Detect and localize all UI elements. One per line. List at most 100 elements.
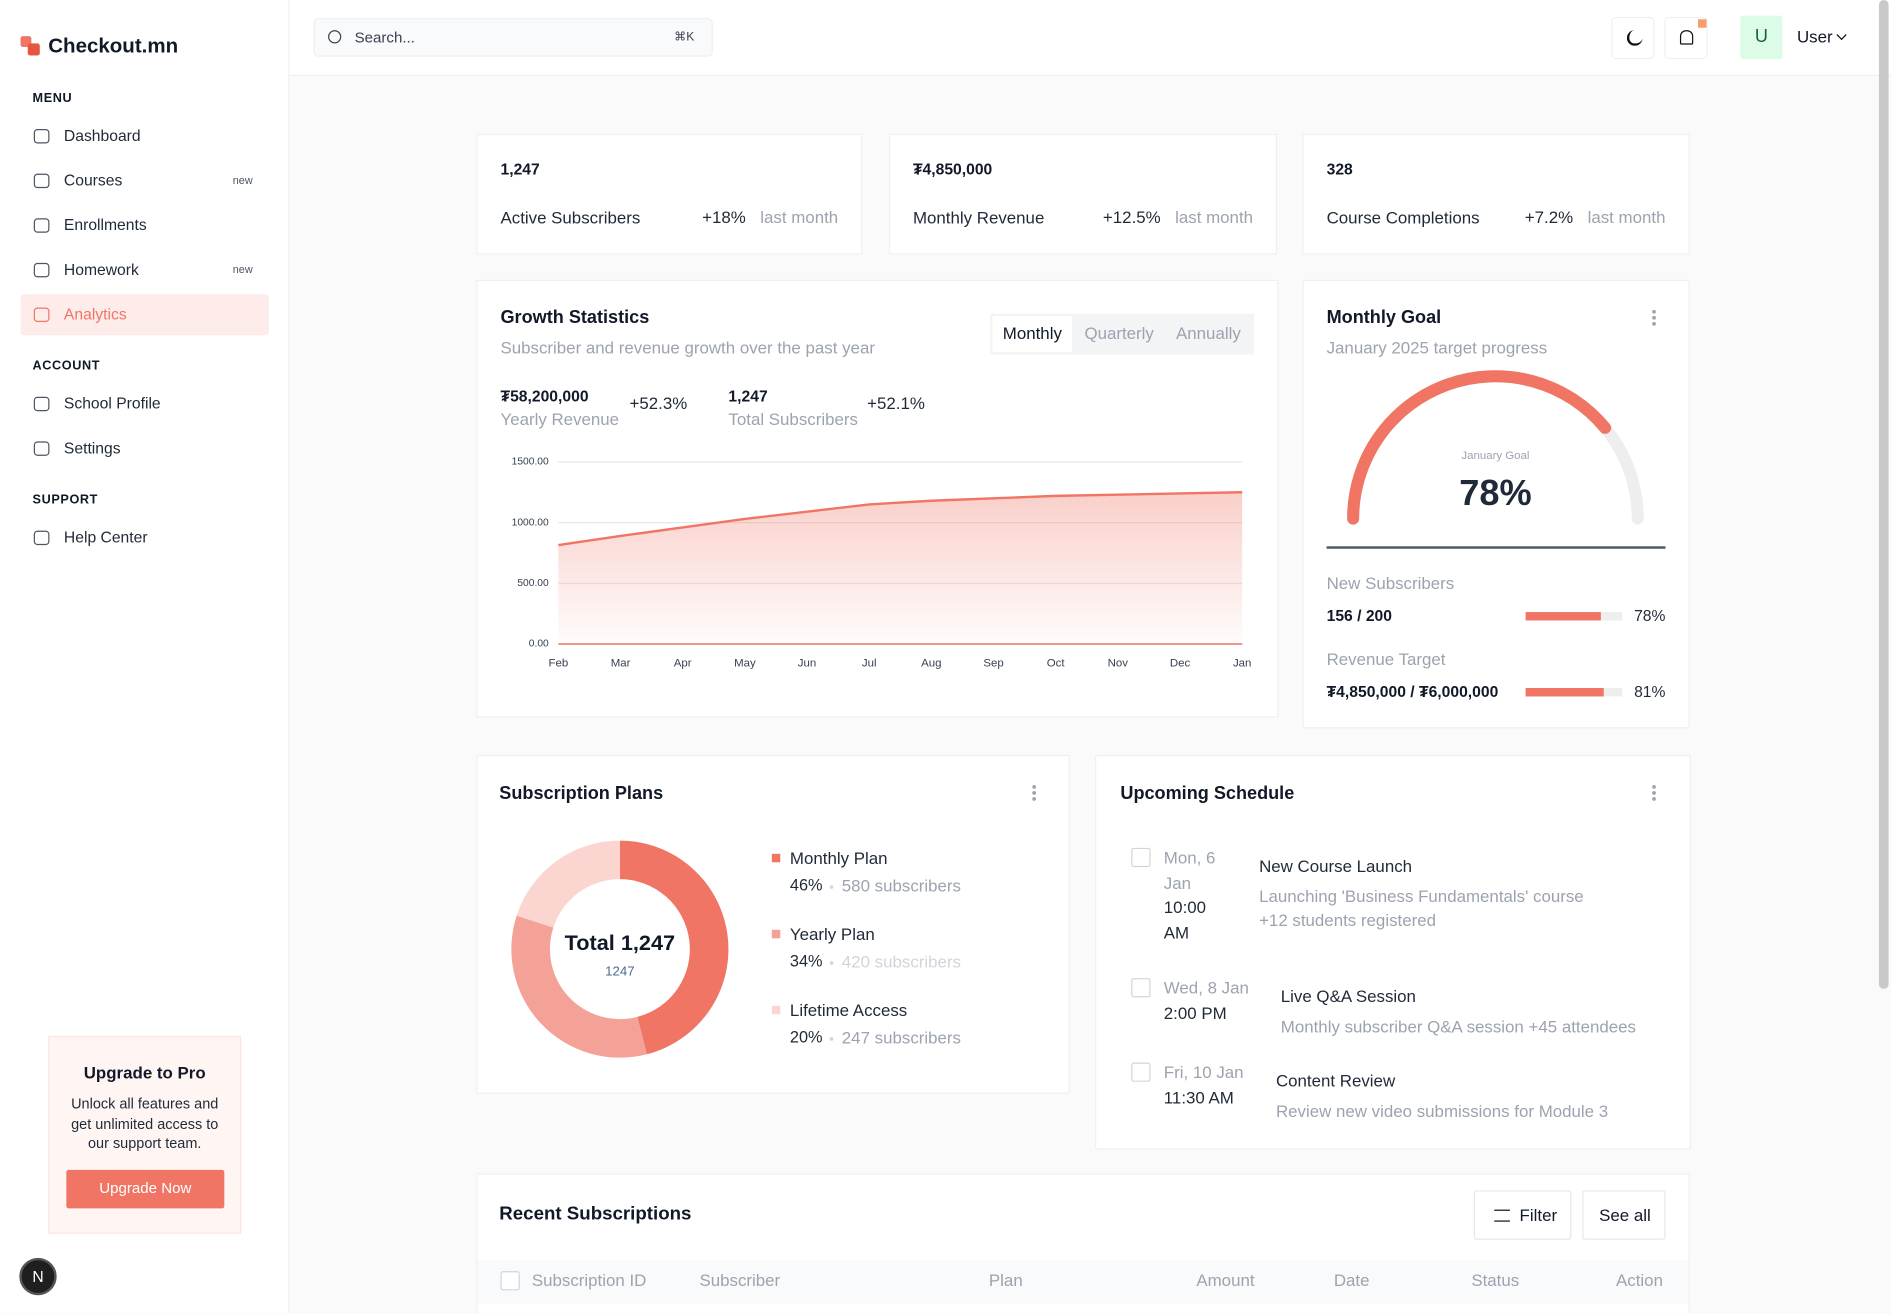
menu-dot[interactable] (1652, 309, 1656, 313)
section-title: ACCOUNT (32, 358, 101, 374)
growth-title: Growth Statistics (500, 307, 650, 328)
legend-detail: 580 subscribers (841, 875, 961, 896)
search-box[interactable]: Search... ⌘K (313, 18, 713, 57)
user-name[interactable]: User (1796, 26, 1833, 47)
menu-dot[interactable] (1652, 315, 1656, 319)
schedule-time: 11:30 AM (1163, 1087, 1234, 1107)
summary-value: 1,247 (728, 386, 768, 406)
schedule-description: Launching 'Business Fundamentals' course… (1259, 886, 1584, 930)
header-checkbox[interactable] (500, 1271, 520, 1291)
schedule-event[interactable]: New Course Launch (1259, 856, 1413, 876)
column-header[interactable]: Subscriber (699, 1270, 781, 1290)
nav-item[interactable]: Courses new (21, 160, 269, 201)
schedule-day: Wed, 8 Jan (1163, 978, 1249, 998)
stat-change-row: +7.2% last month (1525, 207, 1666, 226)
nav-item[interactable]: Help Center (21, 517, 269, 558)
legend-swatch (771, 929, 781, 939)
column-header[interactable]: Date (1333, 1270, 1370, 1290)
summary-label: Yearly Revenue (500, 409, 620, 429)
growth-card: Growth Statistics Subscriber and revenue … (476, 279, 1279, 718)
stat-card: 1,247 Active Subscribers +18% last month (476, 133, 863, 255)
goal-title: Monthly Goal (1326, 307, 1442, 328)
logo-mark (20, 36, 32, 48)
nav-item[interactable]: Dashboard (21, 116, 269, 157)
menu-dot[interactable] (1032, 791, 1036, 795)
schedule-event[interactable]: Content Review (1275, 1070, 1396, 1091)
legend-name[interactable]: Lifetime Access (789, 1000, 908, 1020)
user-avatar[interactable]: U (1740, 15, 1783, 60)
stat-change-row: +12.5% last month (1103, 207, 1253, 226)
schedule-checkbox[interactable] (1131, 978, 1151, 998)
goal-subtitle: January 2025 target progress (1326, 337, 1548, 358)
nav-item[interactable]: School Profile (21, 384, 269, 425)
table-header (477, 1260, 1689, 1304)
brand: Checkout.mn (48, 34, 179, 58)
moon-icon (1626, 30, 1643, 46)
column-header[interactable]: Status (1471, 1270, 1520, 1290)
schedule-event[interactable]: Live Q&A Session (1280, 986, 1416, 1006)
progress-label: New Subscribers (1326, 573, 1455, 593)
legend-detail: 247 subscribers (841, 1027, 961, 1048)
upgrade-text: Unlock all features and get unlimited ac… (71, 1095, 219, 1152)
section-title: SUPPORT (32, 492, 99, 508)
nav-item[interactable]: Settings (21, 428, 269, 469)
tab[interactable]: Quarterly (1077, 316, 1161, 352)
table-button-label: See all (1599, 1205, 1651, 1225)
nav-label: Dashboard (63, 126, 141, 145)
schedule-time: 10:00 AM (1163, 897, 1207, 942)
notifications[interactable] (1664, 16, 1708, 60)
stat-change: +12.5% (1102, 207, 1161, 227)
progress-value-label: 78% (1634, 606, 1666, 625)
menu-dot[interactable] (1032, 785, 1036, 789)
schedule-day: Fri, 10 Jan (1163, 1062, 1244, 1082)
schedule-checkbox[interactable] (1131, 1062, 1151, 1082)
legend-name[interactable]: Monthly Plan (789, 848, 888, 868)
table-title: Recent Subscriptions (499, 1203, 692, 1225)
nav-label: Courses (63, 171, 123, 190)
stat-value: ₮4,850,000 (912, 160, 993, 179)
tab[interactable]: Monthly (992, 315, 1073, 353)
growth-subtitle: Subscriber and revenue growth over the p… (500, 337, 875, 358)
nav-icon (33, 530, 50, 546)
legend-name[interactable]: Yearly Plan (789, 924, 875, 944)
column-header[interactable]: Plan (988, 1270, 1023, 1290)
avatar-badge[interactable]: N (19, 1257, 57, 1296)
upgrade-button[interactable]: Upgrade Now (66, 1169, 225, 1209)
column-header: Action (1616, 1270, 1663, 1290)
stat-change: +7.2% (1524, 207, 1574, 227)
schedule-checkbox[interactable] (1131, 847, 1151, 868)
menu-dot[interactable] (1652, 322, 1656, 326)
avatar-letter: N (32, 1267, 44, 1286)
table-button[interactable]: See all (1582, 1190, 1666, 1240)
legend-percent: 20% (789, 1028, 823, 1047)
nav-badge: new (232, 263, 253, 276)
upgrade-button-label: Upgrade Now (99, 1179, 192, 1197)
legend-swatch (771, 853, 781, 863)
notification-dot (1698, 19, 1707, 28)
schedule-time: 2:00 PM (1163, 1002, 1227, 1023)
nav-item[interactable]: Homework new (21, 250, 269, 291)
stat-value: 1,247 (500, 160, 540, 179)
table-button[interactable]: Filter (1473, 1190, 1572, 1240)
stat-period: last month (760, 207, 839, 227)
menu-dot[interactable] (1652, 785, 1656, 789)
logo-mark (27, 43, 40, 56)
theme-toggle[interactable] (1611, 16, 1655, 60)
menu-dot[interactable] (1652, 791, 1656, 795)
progress-detail: ₮4,850,000 / ₮6,000,000 (1326, 682, 1499, 701)
schedule-card (1095, 754, 1691, 1150)
tab[interactable]: Annually (1166, 316, 1250, 352)
nav-item[interactable]: Analytics (20, 294, 269, 336)
column-header[interactable]: Subscription ID (531, 1270, 647, 1290)
menu-dot[interactable] (1652, 797, 1656, 801)
nav-item[interactable]: Enrollments (21, 205, 269, 246)
scrollbar (1878, 0, 1889, 989)
stat-value: 328 (1326, 160, 1353, 179)
column-header[interactable]: Amount (1196, 1270, 1255, 1290)
stat-card: 328 Course Completions +7.2% last month (1302, 133, 1690, 255)
stat-period: last month (1587, 207, 1666, 227)
menu-dot[interactable] (1032, 797, 1036, 801)
bell-icon (1679, 30, 1694, 45)
nav-label: Help Center (63, 528, 148, 547)
nav-icon (33, 262, 50, 278)
